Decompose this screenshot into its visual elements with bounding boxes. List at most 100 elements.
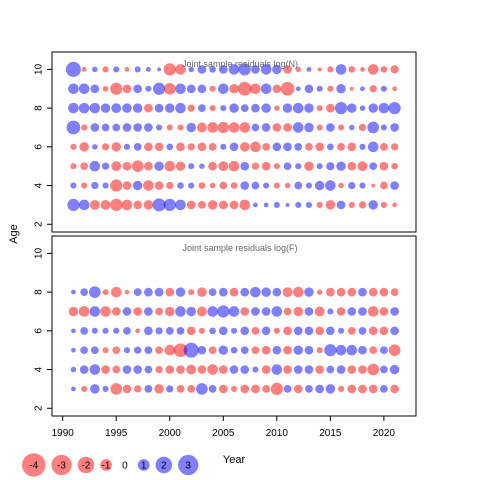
residual-bubble [155, 365, 163, 374]
residual-bubble [252, 366, 259, 373]
residual-bubble [102, 327, 109, 334]
residual-bubble [186, 122, 196, 133]
legend-label: -4 [29, 461, 38, 472]
residual-bubble [101, 365, 110, 374]
residual-bubble [292, 122, 304, 133]
residual-bubble [122, 103, 132, 113]
residual-bubble [207, 122, 218, 133]
residual-bubble [262, 142, 270, 151]
residual-bubble [282, 103, 293, 113]
residual-bubble [347, 142, 357, 152]
residual-bubble [360, 67, 365, 72]
residual-bubble [336, 287, 346, 297]
residual-bubble [283, 123, 292, 132]
y-tick-label: 4 [34, 182, 45, 188]
residual-bubble [316, 163, 323, 170]
residual-bubble [378, 102, 390, 114]
residual-bubble [240, 287, 250, 297]
residual-bubble [186, 84, 196, 94]
residual-bubble [70, 182, 77, 189]
legend-label: 1 [141, 461, 147, 472]
residual-bubble [166, 143, 174, 151]
residual-bubble [229, 84, 239, 94]
residual-bubble [304, 103, 314, 113]
residual-bubble [154, 384, 164, 394]
residual-bubble [157, 67, 161, 72]
panel-lognumbers: Joint sample residuals log(N) 2 4 6 8 10 [34, 51, 417, 233]
residual-bubble [198, 201, 206, 209]
residual-bubble [250, 83, 261, 95]
y-tick-label: 6 [34, 144, 45, 150]
residual-bubble [133, 365, 142, 374]
residual-bubble [358, 287, 367, 297]
residual-bubble [253, 202, 258, 208]
residual-bubble [272, 287, 282, 297]
residual-bubble [283, 385, 292, 393]
residual-bubble [154, 103, 164, 113]
residual-bubble [304, 365, 314, 374]
residual-bubble [133, 123, 142, 132]
residual-bubble [154, 287, 164, 297]
residual-bubble [197, 345, 207, 355]
residual-bubble [81, 124, 88, 131]
residual-bubble [347, 365, 357, 374]
residual-bubble [283, 142, 292, 152]
residual-bubble [357, 161, 368, 172]
residual-bubble [295, 66, 301, 73]
legend-label: 0 [122, 461, 128, 472]
residual-bubble [261, 307, 271, 316]
residual-bubble [165, 306, 175, 317]
y-tick-label: 2 [34, 405, 45, 411]
residual-bubble [133, 84, 142, 94]
residual-bubble [176, 142, 185, 152]
residual-bubble [335, 64, 347, 75]
residual-bubble [292, 286, 304, 298]
residual-bubble [177, 182, 184, 189]
residual-bubble [102, 86, 109, 92]
residual-bubble [175, 287, 186, 297]
residual-bubble [228, 122, 240, 133]
residual-bubble [272, 123, 282, 132]
residual-bubble [380, 85, 387, 92]
residual-bubble [144, 307, 153, 316]
residual-bubble [348, 66, 356, 73]
residual-bubble [70, 366, 77, 373]
residual-bubble [89, 102, 101, 114]
residual-bubble [391, 162, 398, 170]
residual-bubble [197, 142, 207, 152]
residual-bubble [261, 345, 271, 355]
residual-bubble [338, 327, 345, 334]
residual-bubble [123, 347, 130, 354]
residual-bubble [207, 306, 218, 317]
legend: -4 -3 -2 -1 0 1 2 3 [22, 453, 199, 477]
residual-bubble [347, 287, 357, 297]
residual-bubble [131, 160, 144, 172]
residual-bubble [260, 64, 272, 75]
residual-bubble [186, 326, 196, 336]
residual-bubble [316, 347, 323, 354]
residual-bubble [198, 104, 206, 112]
residual-bubble [133, 200, 142, 210]
residual-bubble [199, 163, 205, 169]
residual-bubble [78, 199, 90, 211]
residual-bubble [217, 83, 229, 95]
residual-bubble [71, 386, 76, 392]
residual-bubble [122, 384, 132, 394]
legend-label: -2 [81, 461, 90, 472]
residual-bubble [166, 181, 174, 190]
residual-bubble [165, 365, 175, 374]
residual-bubble [239, 142, 250, 152]
residual-bubble [389, 364, 400, 375]
residual-bubble [273, 327, 280, 334]
residual-bubble [349, 86, 354, 91]
x-tick-label: 2015 [319, 428, 342, 439]
residual-bubble [283, 307, 292, 316]
residual-bubble [327, 143, 334, 151]
residual-bubble [71, 289, 76, 295]
residual-bubble [80, 162, 88, 171]
residual-bubble [229, 287, 239, 297]
panel-title: Joint sample residuals log(N) [182, 59, 298, 69]
residual-bubble [368, 326, 378, 336]
residual-bubble [360, 86, 365, 92]
